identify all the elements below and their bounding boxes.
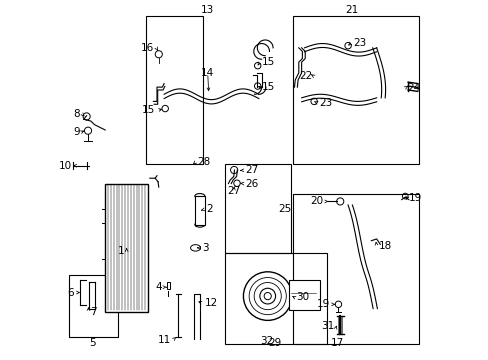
Text: 27: 27 (245, 165, 258, 175)
Bar (69, 275, 118, 337)
Text: 16: 16 (141, 43, 154, 53)
Text: 15: 15 (261, 82, 274, 92)
Text: 25: 25 (278, 203, 291, 213)
Bar (292, 194, 418, 344)
Bar (105, 184, 148, 312)
Text: 19: 19 (316, 299, 329, 309)
Text: 15: 15 (261, 57, 274, 67)
Text: 19: 19 (408, 193, 421, 203)
Text: 29: 29 (268, 338, 281, 348)
Text: 26: 26 (245, 179, 258, 189)
Text: 6: 6 (67, 288, 74, 297)
Text: 31: 31 (321, 321, 334, 332)
Text: 17: 17 (330, 338, 343, 348)
Text: 10: 10 (59, 161, 72, 171)
Text: 1: 1 (118, 247, 124, 256)
Text: 15: 15 (142, 105, 155, 115)
Text: 3: 3 (202, 243, 208, 253)
Text: 8: 8 (73, 109, 80, 119)
Text: 7: 7 (90, 307, 97, 317)
Text: 9: 9 (73, 127, 80, 137)
Text: 20: 20 (309, 197, 323, 206)
Text: 23: 23 (318, 98, 331, 108)
Bar (224, 253, 326, 344)
Bar (288, 280, 319, 310)
Text: 12: 12 (204, 298, 217, 308)
Text: 4: 4 (155, 282, 162, 292)
Text: 2: 2 (206, 204, 212, 214)
Text: 18: 18 (378, 241, 391, 251)
Text: 28: 28 (197, 157, 210, 167)
Text: 5: 5 (89, 338, 96, 347)
Bar (224, 164, 290, 253)
Text: 21: 21 (345, 5, 358, 15)
Text: 30: 30 (295, 292, 308, 302)
Text: 13: 13 (200, 5, 213, 15)
Bar (194, 196, 204, 225)
Bar (292, 16, 418, 164)
Text: 24: 24 (406, 83, 419, 93)
Text: 27: 27 (227, 186, 240, 197)
Text: 23: 23 (352, 38, 366, 48)
Text: 14: 14 (201, 68, 214, 78)
Text: 11: 11 (158, 335, 171, 345)
Bar (166, 282, 170, 289)
Bar (146, 16, 203, 164)
Text: 32: 32 (260, 337, 273, 346)
Text: 22: 22 (299, 71, 312, 81)
